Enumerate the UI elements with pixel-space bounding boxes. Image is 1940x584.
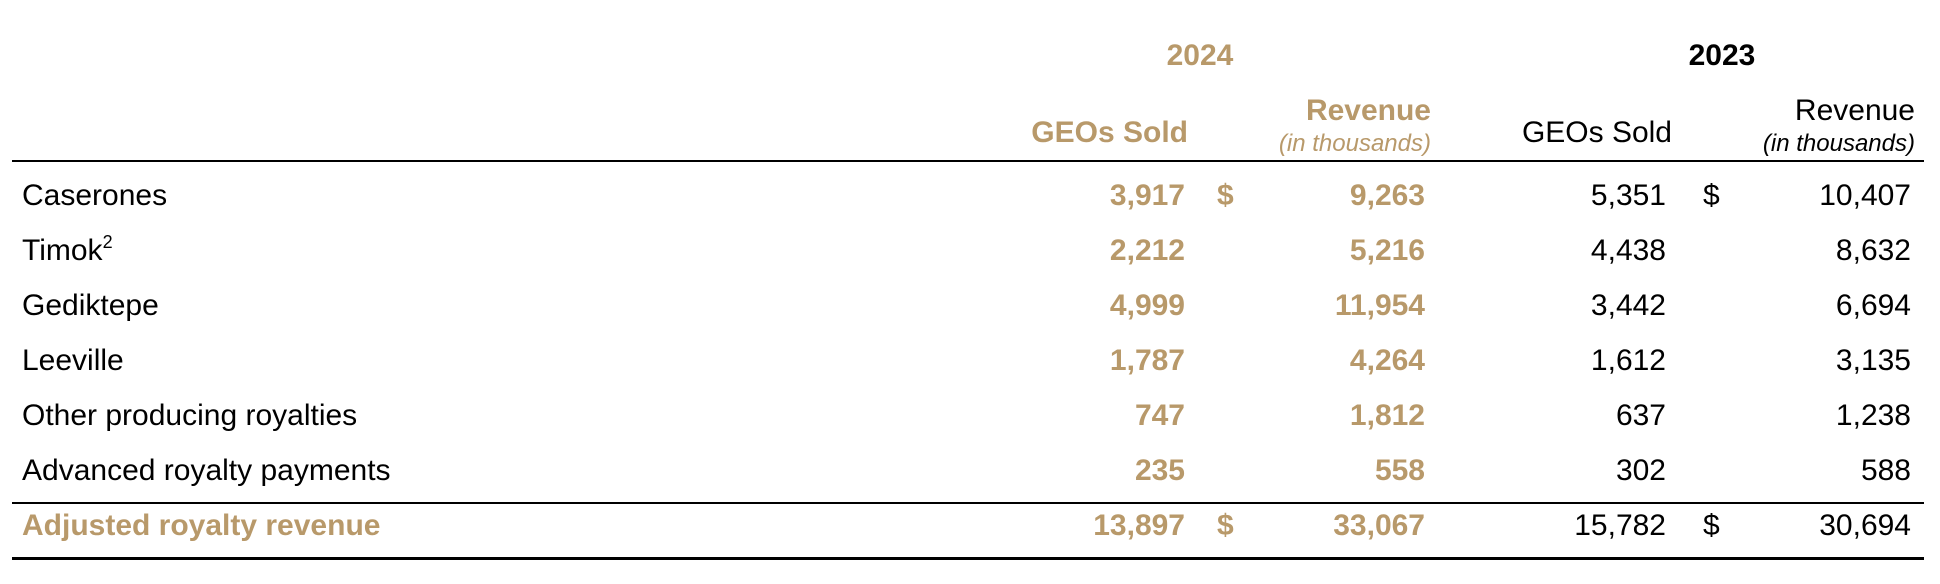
- total-currency-2023: $: [1703, 509, 1720, 542]
- total-geos-2023: 15,782: [1574, 509, 1666, 542]
- geos-2024-cell: 3,917: [1109, 179, 1185, 212]
- year-2024-header: 2024: [1166, 39, 1234, 72]
- currency-2024-cell: $: [1217, 179, 1234, 212]
- geos-2023-cell: 5,351: [1590, 179, 1666, 212]
- revenue-2024-cell: 9,263: [1349, 179, 1425, 212]
- total-row: Adjusted royalty revenue 13,897 $ 33,067…: [0, 498, 1940, 553]
- geos-2024-cell: 4,999: [1109, 289, 1185, 322]
- geos-2023-cell: 4,438: [1590, 234, 1666, 267]
- row-label: Other producing royalties: [22, 399, 358, 432]
- row-label: Caserones: [22, 179, 168, 212]
- geos-2024-cell: 2,212: [1109, 234, 1185, 267]
- row-label: Timok2: [22, 232, 113, 267]
- revenue-2024-unit: (in thousands): [1278, 130, 1431, 157]
- table-row: Advanced royalty payments 235 558 302 58…: [0, 443, 1940, 498]
- revenue-2023-cell: 3,135: [1835, 344, 1911, 377]
- revenue-2023-header: Revenue: [1794, 94, 1915, 127]
- revenue-2023-unit: (in thousands): [1762, 130, 1915, 157]
- revenue-2023-cell: 10,407: [1819, 179, 1911, 212]
- revenue-2024-header: Revenue: [1305, 94, 1431, 127]
- total-top-rule: [12, 502, 1924, 504]
- revenue-2024-cell: 4,264: [1349, 344, 1425, 377]
- row-label: Leeville: [22, 344, 124, 377]
- total-revenue-2024: 33,067: [1333, 509, 1425, 542]
- currency-2023-cell: $: [1703, 179, 1720, 212]
- table-row: Timok2 2,212 5,216 4,438 8,632: [0, 223, 1940, 278]
- geos-sold-2024-header: GEOs Sold: [1031, 116, 1188, 149]
- revenue-2023-cell: 6,694: [1835, 289, 1911, 322]
- footnote-marker: 2: [102, 232, 113, 252]
- revenue-2023-cell: 588: [1860, 454, 1911, 487]
- year-2023-header: 2023: [1688, 39, 1756, 72]
- geos-2023-cell: 1,612: [1590, 344, 1666, 377]
- total-revenue-2023: 30,694: [1819, 509, 1911, 542]
- revenue-2023-cell: 1,238: [1835, 399, 1911, 432]
- revenue-2024-cell: 5,216: [1349, 234, 1425, 267]
- total-bottom-rule: [12, 557, 1924, 560]
- table-row: Leeville 1,787 4,264 1,612 3,135: [0, 333, 1940, 388]
- revenue-2024-cell: 11,954: [1334, 289, 1425, 322]
- table-row: Gediktepe 4,999 11,954 3,442 6,694: [0, 278, 1940, 333]
- geos-2024-cell: 747: [1134, 399, 1185, 432]
- geos-2023-cell: 3,442: [1590, 289, 1666, 322]
- table-row: Other producing royalties 747 1,812 637 …: [0, 388, 1940, 443]
- revenue-2024-cell: 1,812: [1349, 399, 1425, 432]
- total-geos-2024: 13,897: [1093, 509, 1185, 542]
- revenue-2023-cell: 8,632: [1835, 234, 1911, 267]
- header-rule: [12, 160, 1924, 162]
- geos-2023-cell: 302: [1615, 454, 1666, 487]
- table-row: Caserones 3,917 $ 9,263 5,351 $ 10,407: [0, 168, 1940, 223]
- geos-2023-cell: 637: [1615, 399, 1666, 432]
- row-label: Advanced royalty payments: [22, 454, 391, 487]
- revenue-2024-cell: 558: [1374, 454, 1425, 487]
- geos-2024-cell: 235: [1134, 454, 1185, 487]
- total-label: Adjusted royalty revenue: [22, 509, 381, 542]
- geos-2024-cell: 1,787: [1109, 344, 1185, 377]
- row-label: Gediktepe: [22, 289, 159, 322]
- total-currency-2024: $: [1217, 509, 1234, 542]
- geos-sold-2023-header: GEOs Sold: [1521, 116, 1672, 149]
